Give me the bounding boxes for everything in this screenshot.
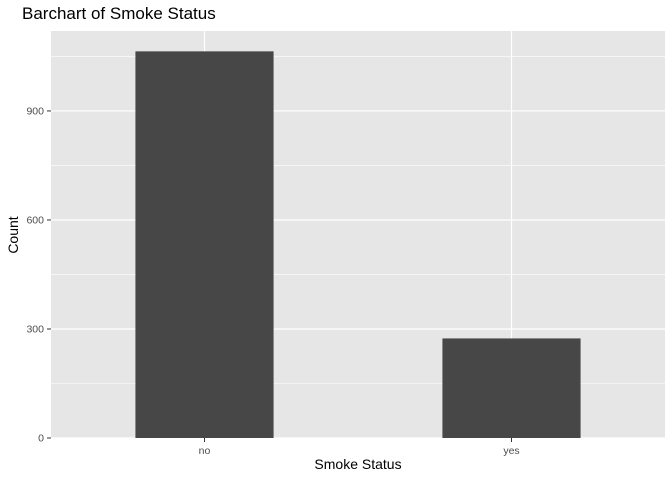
y-tick-label: 300 [26, 323, 44, 335]
bar-yes [442, 338, 581, 438]
x-tick-label: yes [503, 445, 519, 457]
chart-title: Barchart of Smoke Status [22, 4, 216, 23]
bars [135, 51, 581, 438]
x-axis: no yes [199, 438, 520, 457]
y-axis-label: Count [5, 216, 21, 254]
bar-no [135, 51, 274, 438]
y-tick-label: 900 [26, 105, 44, 117]
y-tick-label: 0 [38, 433, 44, 445]
x-tick-label: no [199, 445, 211, 457]
y-tick-label: 600 [26, 214, 44, 226]
x-axis-label: Smoke Status [314, 456, 402, 472]
y-axis: 0 300 600 900 [26, 105, 51, 445]
